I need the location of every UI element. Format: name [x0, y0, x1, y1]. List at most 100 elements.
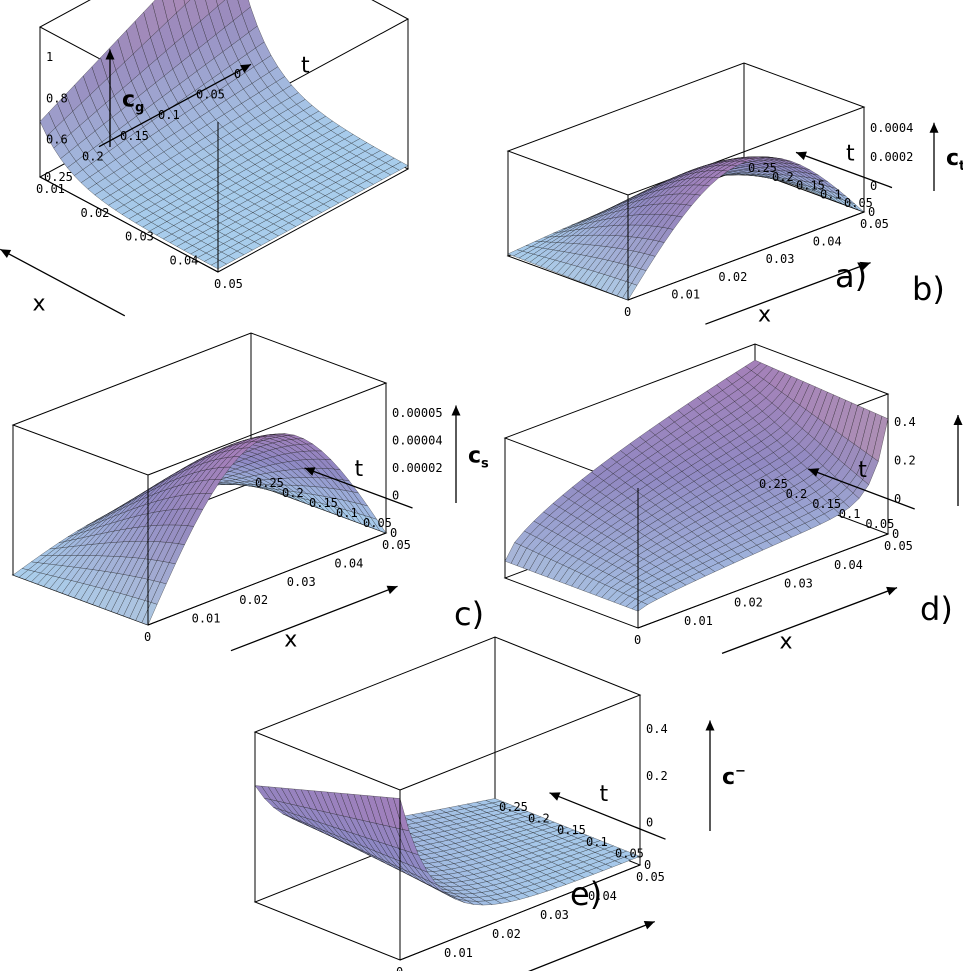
box-front-edge [39, 176, 219, 273]
z-tick-label: 0.2 [894, 454, 916, 468]
t-tick-label: 0.1 [158, 108, 180, 122]
box-front-edge [399, 864, 641, 961]
z-tick-label: 0.4 [894, 415, 916, 429]
t-tick-label: 0.25 [255, 476, 284, 490]
t-axis-name: t [600, 782, 609, 807]
z-axis-arrow [953, 415, 963, 506]
x-tick-label: 0 [144, 630, 151, 644]
x-tick-label: 0.05 [214, 277, 243, 291]
t-tick-label: 0.25 [759, 477, 788, 491]
t-tick-label: 0.05 [844, 196, 873, 210]
t-tick-label: 0.2 [282, 486, 304, 500]
t-axis-arrow [795, 151, 893, 189]
x-tick-label: 0.02 [492, 927, 521, 941]
t-tick-label: 0.15 [812, 497, 841, 511]
z-axis-name: ct [946, 146, 963, 174]
z-axis-arrow [105, 49, 115, 147]
t-tick-label: 0.05 [363, 516, 392, 530]
z-tick-label: 0 [646, 816, 653, 830]
x-tick-label: 0.05 [884, 539, 913, 553]
t-tick-label: 0.05 [615, 846, 644, 860]
t-tick-label: 0.2 [528, 812, 550, 826]
t-axis-name: t [355, 457, 364, 482]
t-tick-label: 0 [892, 527, 899, 541]
x-tick-label: 0.05 [860, 217, 889, 231]
t-tick-label: 0.2 [82, 149, 104, 163]
z-tick-label: 0.4 [646, 722, 668, 736]
panel-label: c) [454, 595, 484, 633]
x-tick-label: 0.01 [684, 614, 713, 628]
box-front-edge [147, 532, 387, 626]
panel-c: 00.010.020.030.040.050.250.20.150.10.050… [11, 332, 489, 653]
x-axis-name: x [541, 964, 554, 971]
surface-cell [210, 260, 228, 270]
t-tick-label: 0.2 [786, 487, 808, 501]
surface-cell [849, 201, 865, 213]
x-tick-label: 0 [396, 965, 403, 971]
box-front-edge [637, 533, 889, 629]
x-axis-arrow [230, 585, 398, 652]
z-tick-label: 0 [894, 492, 901, 506]
box-top-edge [253, 636, 642, 791]
x-tick-label: 0.01 [36, 182, 65, 196]
t-tick-label: 0.1 [586, 835, 608, 849]
z-tick-label: 1 [46, 50, 53, 64]
panel-d: 00.010.020.030.040.050.250.20.150.10.050… [503, 343, 963, 655]
x-tick-label: 0.03 [287, 575, 316, 589]
box-front-edge [627, 211, 865, 301]
t-axis-arrow [98, 63, 252, 148]
z-tick-label: 0.00002 [392, 461, 443, 475]
x-tick-label: 0.04 [834, 558, 863, 572]
t-tick-label: 0 [868, 205, 875, 219]
x-tick-label: 0.01 [671, 287, 700, 301]
z-tick-label: 0 [870, 179, 877, 193]
x-tick-label: 0.02 [734, 595, 763, 609]
z-tick-label: 0.00005 [392, 406, 443, 420]
z-axis-name: cg [122, 87, 144, 115]
x-tick-label: 0.01 [444, 946, 473, 960]
surface-mesh [39, 0, 409, 270]
z-tick-label: 0.00004 [392, 434, 443, 448]
x-tick-label: 0.04 [170, 253, 199, 267]
t-tick-label: 0.05 [196, 88, 225, 102]
z-tick-label: 0.8 [46, 91, 68, 105]
t-tick-label: 0.15 [309, 496, 338, 510]
x-tick-label: 0.02 [81, 206, 110, 220]
surface-mesh [12, 433, 387, 626]
x-tick-label: 0.05 [636, 870, 665, 884]
x-tick-label: 0.03 [540, 908, 569, 922]
x-axis-name: x [758, 302, 771, 327]
x-tick-label: 0 [634, 633, 641, 647]
t-tick-label: 0 [390, 526, 397, 540]
x-tick-label: 0 [624, 305, 631, 319]
t-tick-label: 0.2 [772, 170, 794, 184]
t-axis-arrow [304, 467, 413, 509]
panel-b: 00.010.020.030.040.050.250.20.150.10.050… [506, 62, 963, 327]
surface-mesh [254, 785, 641, 906]
t-axis-arrow [549, 792, 666, 840]
panel-a: 0.050.040.030.020.0100.050.10.150.20.251… [0, 0, 867, 317]
t-axis-name: t [858, 458, 867, 483]
t-tick-label: 0 [234, 67, 241, 81]
surface-cell [370, 517, 387, 534]
surface-cell [183, 0, 191, 6]
x-tick-label: 0.03 [766, 252, 795, 266]
z-tick-label: 0.6 [46, 133, 68, 147]
t-axis-arrow [808, 468, 915, 510]
z-tick-label: 0.0002 [870, 150, 913, 164]
t-axis-name: t [846, 141, 855, 166]
x-axis-name: x [780, 630, 793, 655]
panel-label: d) [920, 590, 953, 628]
x-tick-label: 0.04 [334, 556, 363, 570]
z-axis-name: cs [468, 443, 489, 471]
t-tick-label: 0.05 [865, 517, 894, 531]
z-axis-name: c− [722, 764, 746, 790]
x-tick-label: 0.02 [239, 593, 268, 607]
t-tick-label: 0.25 [748, 161, 777, 175]
x-axis-arrow [528, 920, 655, 971]
surface-cell [872, 415, 889, 462]
x-axis-arrow [0, 248, 126, 317]
x-tick-label: 0.04 [588, 889, 617, 903]
z-tick-label: 0.0004 [870, 121, 913, 135]
